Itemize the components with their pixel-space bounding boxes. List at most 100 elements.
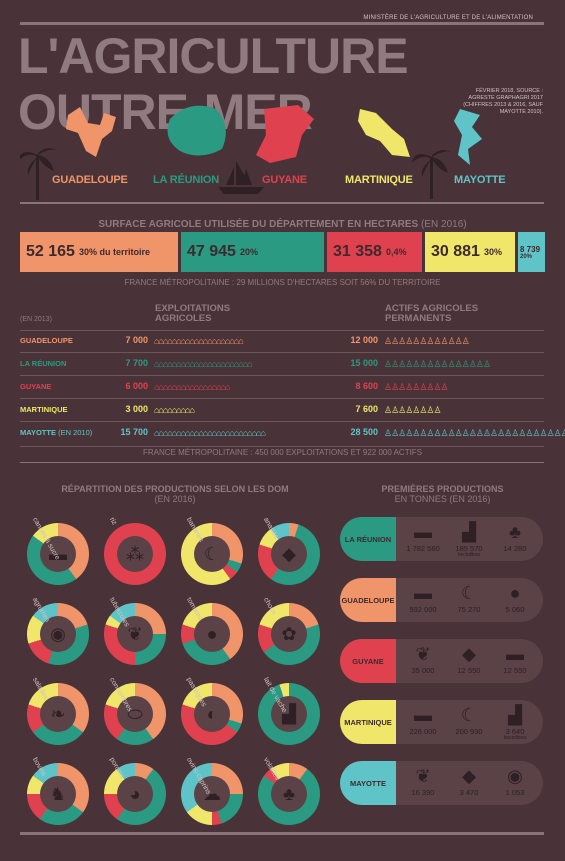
- expl-note: FRANCE MÉTROPOLITAINE : 450 000 EXPLOITA…: [142, 448, 423, 457]
- donut-porcins: ◕: [104, 763, 166, 825]
- donut-bananes: ☾: [181, 523, 243, 585]
- production-item: ☾ 200 930: [446, 700, 492, 744]
- row-divider: [20, 375, 544, 376]
- row-name: GUADELOUPE: [20, 336, 73, 345]
- expl-year: (EN 2013): [20, 316, 52, 323]
- product-icon: ❦: [117, 616, 153, 652]
- product-icon: ◆: [462, 644, 476, 664]
- donut-lait-de-vache: ▟: [258, 683, 320, 745]
- bottom-rule: [20, 832, 544, 835]
- product-icon: ✿: [271, 616, 307, 652]
- production-value: 592 000: [409, 605, 437, 614]
- person-icons: ♙♙♙♙♙♙♙♙: [384, 405, 442, 415]
- house-icons: ⌂⌂⌂⌂⌂⌂⌂⌂⌂⌂⌂⌂⌂⌂⌂⌂⌂⌂⌂⌂: [154, 336, 244, 346]
- row-divider: [20, 421, 544, 422]
- product-icon: ▬: [414, 522, 432, 542]
- production-item: ▬ 592 000: [400, 578, 446, 622]
- surface-bar-guadeloupe: 52 165 30% du territoire: [20, 232, 178, 272]
- donut-pastèques: ◐: [181, 683, 243, 745]
- production-item: ▟ 3 640 hectolitres: [492, 700, 538, 744]
- production-dom-label: GUADELOUPE: [340, 578, 396, 622]
- product-icon: ♣: [271, 776, 307, 812]
- production-row: MARTINIQUE ▬ 226 000 ☾ 200 930 ▟ 3 640 hectolit…: [340, 700, 543, 744]
- product-icon: ◉: [507, 766, 523, 786]
- product-icon: ☾: [460, 705, 478, 725]
- dom-maps: [20, 105, 482, 200]
- row-divider: [20, 446, 544, 447]
- house-icons: ⌂⌂⌂⌂⌂⌂⌂⌂⌂⌂⌂⌂⌂⌂⌂⌂⌂⌂⌂⌂⌂⌂⌂⌂⌂: [154, 428, 266, 438]
- production-item: ● 5 060: [492, 578, 538, 622]
- person-icons: ♙♙♙♙♙♙♙♙♙: [384, 382, 449, 392]
- exploitations-value: 7 000: [125, 335, 148, 345]
- donut-ananas: ◆: [258, 523, 320, 585]
- production-dom-label: GUYANE: [340, 639, 396, 683]
- donut-label: riz: [108, 516, 118, 527]
- person-icons: ♙♙♙♙♙♙♙♙♙♙♙♙♙♙♙: [384, 359, 491, 369]
- row-year-note: (EN 2010): [55, 428, 93, 437]
- surface-title: SURFACE AGRICOLE UTILISÉE DU DÉPARTEMENT…: [98, 219, 467, 230]
- exploitations-value: 15 700: [120, 427, 148, 437]
- production-value: 1 782 560: [406, 544, 440, 553]
- production-value: 3 470: [459, 788, 479, 797]
- product-icon: ❦: [415, 766, 431, 786]
- production-row: LA RÉUNION ▬ 1 782 560 ▟ 185 570 hectolitres ♣…: [340, 517, 543, 561]
- production-value: 12 550: [457, 666, 481, 675]
- donut-concombres: ⬭: [104, 683, 166, 745]
- donut-tomates: ●: [181, 603, 243, 665]
- production-item: ▬ 226 000: [400, 700, 446, 744]
- label-guyane: GUYANE: [262, 174, 307, 186]
- product-icon: ◕: [117, 776, 153, 812]
- house-icons: ⌂⌂⌂⌂⌂⌂⌂⌂⌂: [154, 405, 195, 415]
- production-value: 226 000: [409, 727, 437, 736]
- surface-bar-mayotte: 8 739 20%: [518, 232, 545, 272]
- production-dom-label: MAYOTTE: [340, 761, 396, 805]
- house-icons: ⌂⌂⌂⌂⌂⌂⌂⌂⌂⌂⌂⌂⌂⌂⌂⌂⌂: [154, 382, 230, 392]
- mayotte-map: [454, 109, 482, 165]
- person-icons: ♙♙♙♙♙♙♙♙♙♙♙♙♙♙♙♙♙♙♙♙♙♙♙♙♙♙♙♙♙: [384, 428, 565, 438]
- person-icons: ♙♙♙♙♙♙♙♙♙♙♙♙: [384, 336, 470, 346]
- production-value: 3 640: [505, 727, 525, 736]
- production-value: 14 280: [503, 544, 527, 553]
- donut-tubercules: ❦: [104, 603, 166, 665]
- martinique-map: [358, 109, 410, 157]
- guyane-map: [256, 105, 314, 163]
- donut-riz: ⁂: [104, 523, 166, 585]
- product-icon: ▟: [271, 696, 307, 732]
- house-icons: ⌂⌂⌂⌂⌂⌂⌂⌂⌂⌂⌂⌂⌂⌂⌂⌂⌂⌂⌂⌂⌂⌂: [154, 359, 253, 369]
- production-item: ▬ 1 782 560: [400, 517, 446, 561]
- row-divider: [20, 398, 544, 399]
- guadeloupe-map: [66, 107, 116, 157]
- row-name-label: LA RÉUNION: [20, 359, 67, 368]
- reunion-map: [167, 105, 226, 156]
- donut-ovins-caprins: ☁: [181, 763, 243, 825]
- ministry-label: MINISTÈRE DE L'AGRICULTURE ET DE L'ALIME…: [359, 15, 537, 21]
- sailboat-icon: [218, 161, 264, 194]
- row-divider: [20, 352, 544, 353]
- production-unit: hectolitres: [503, 735, 527, 741]
- production-dom-label: MARTINIQUE: [340, 700, 396, 744]
- production-unit: hectolitres: [457, 552, 481, 558]
- row-name: MAYOTTE (EN 2010): [20, 428, 92, 437]
- donut-bovins: ♞: [27, 763, 89, 825]
- product-icon: ◆: [271, 536, 307, 572]
- production-item: ♣ 14 280: [492, 517, 538, 561]
- product-icon: ▬: [414, 705, 432, 725]
- row-name-label: MARTINIQUE: [20, 405, 68, 414]
- product-icon: ●: [194, 616, 230, 652]
- donut-cannes-à-sucre: ▬: [27, 523, 89, 585]
- production-item: ☾ 75 270: [446, 578, 492, 622]
- production-item: ▟ 185 570 hectolitres: [446, 517, 492, 561]
- product-icon: ◆: [462, 766, 476, 786]
- surface-bar-reunion: 47 945 20%: [181, 232, 324, 272]
- row-name: LA RÉUNION: [20, 359, 66, 368]
- production-row: MAYOTTE ❦ 16 390 ◆ 3 470 ◉ 1 053: [340, 761, 543, 805]
- donut-choux: ✿: [258, 603, 320, 665]
- section-divider: [20, 462, 544, 463]
- production-value: 200 930: [455, 727, 483, 736]
- production-value: 35 000: [411, 666, 435, 675]
- product-icon: ●: [509, 583, 521, 603]
- exploitations-value: 3 000: [125, 404, 148, 414]
- row-name: GUYANE: [20, 382, 51, 391]
- product-icon: ◐: [194, 696, 230, 732]
- production-value: 1 053: [505, 788, 525, 797]
